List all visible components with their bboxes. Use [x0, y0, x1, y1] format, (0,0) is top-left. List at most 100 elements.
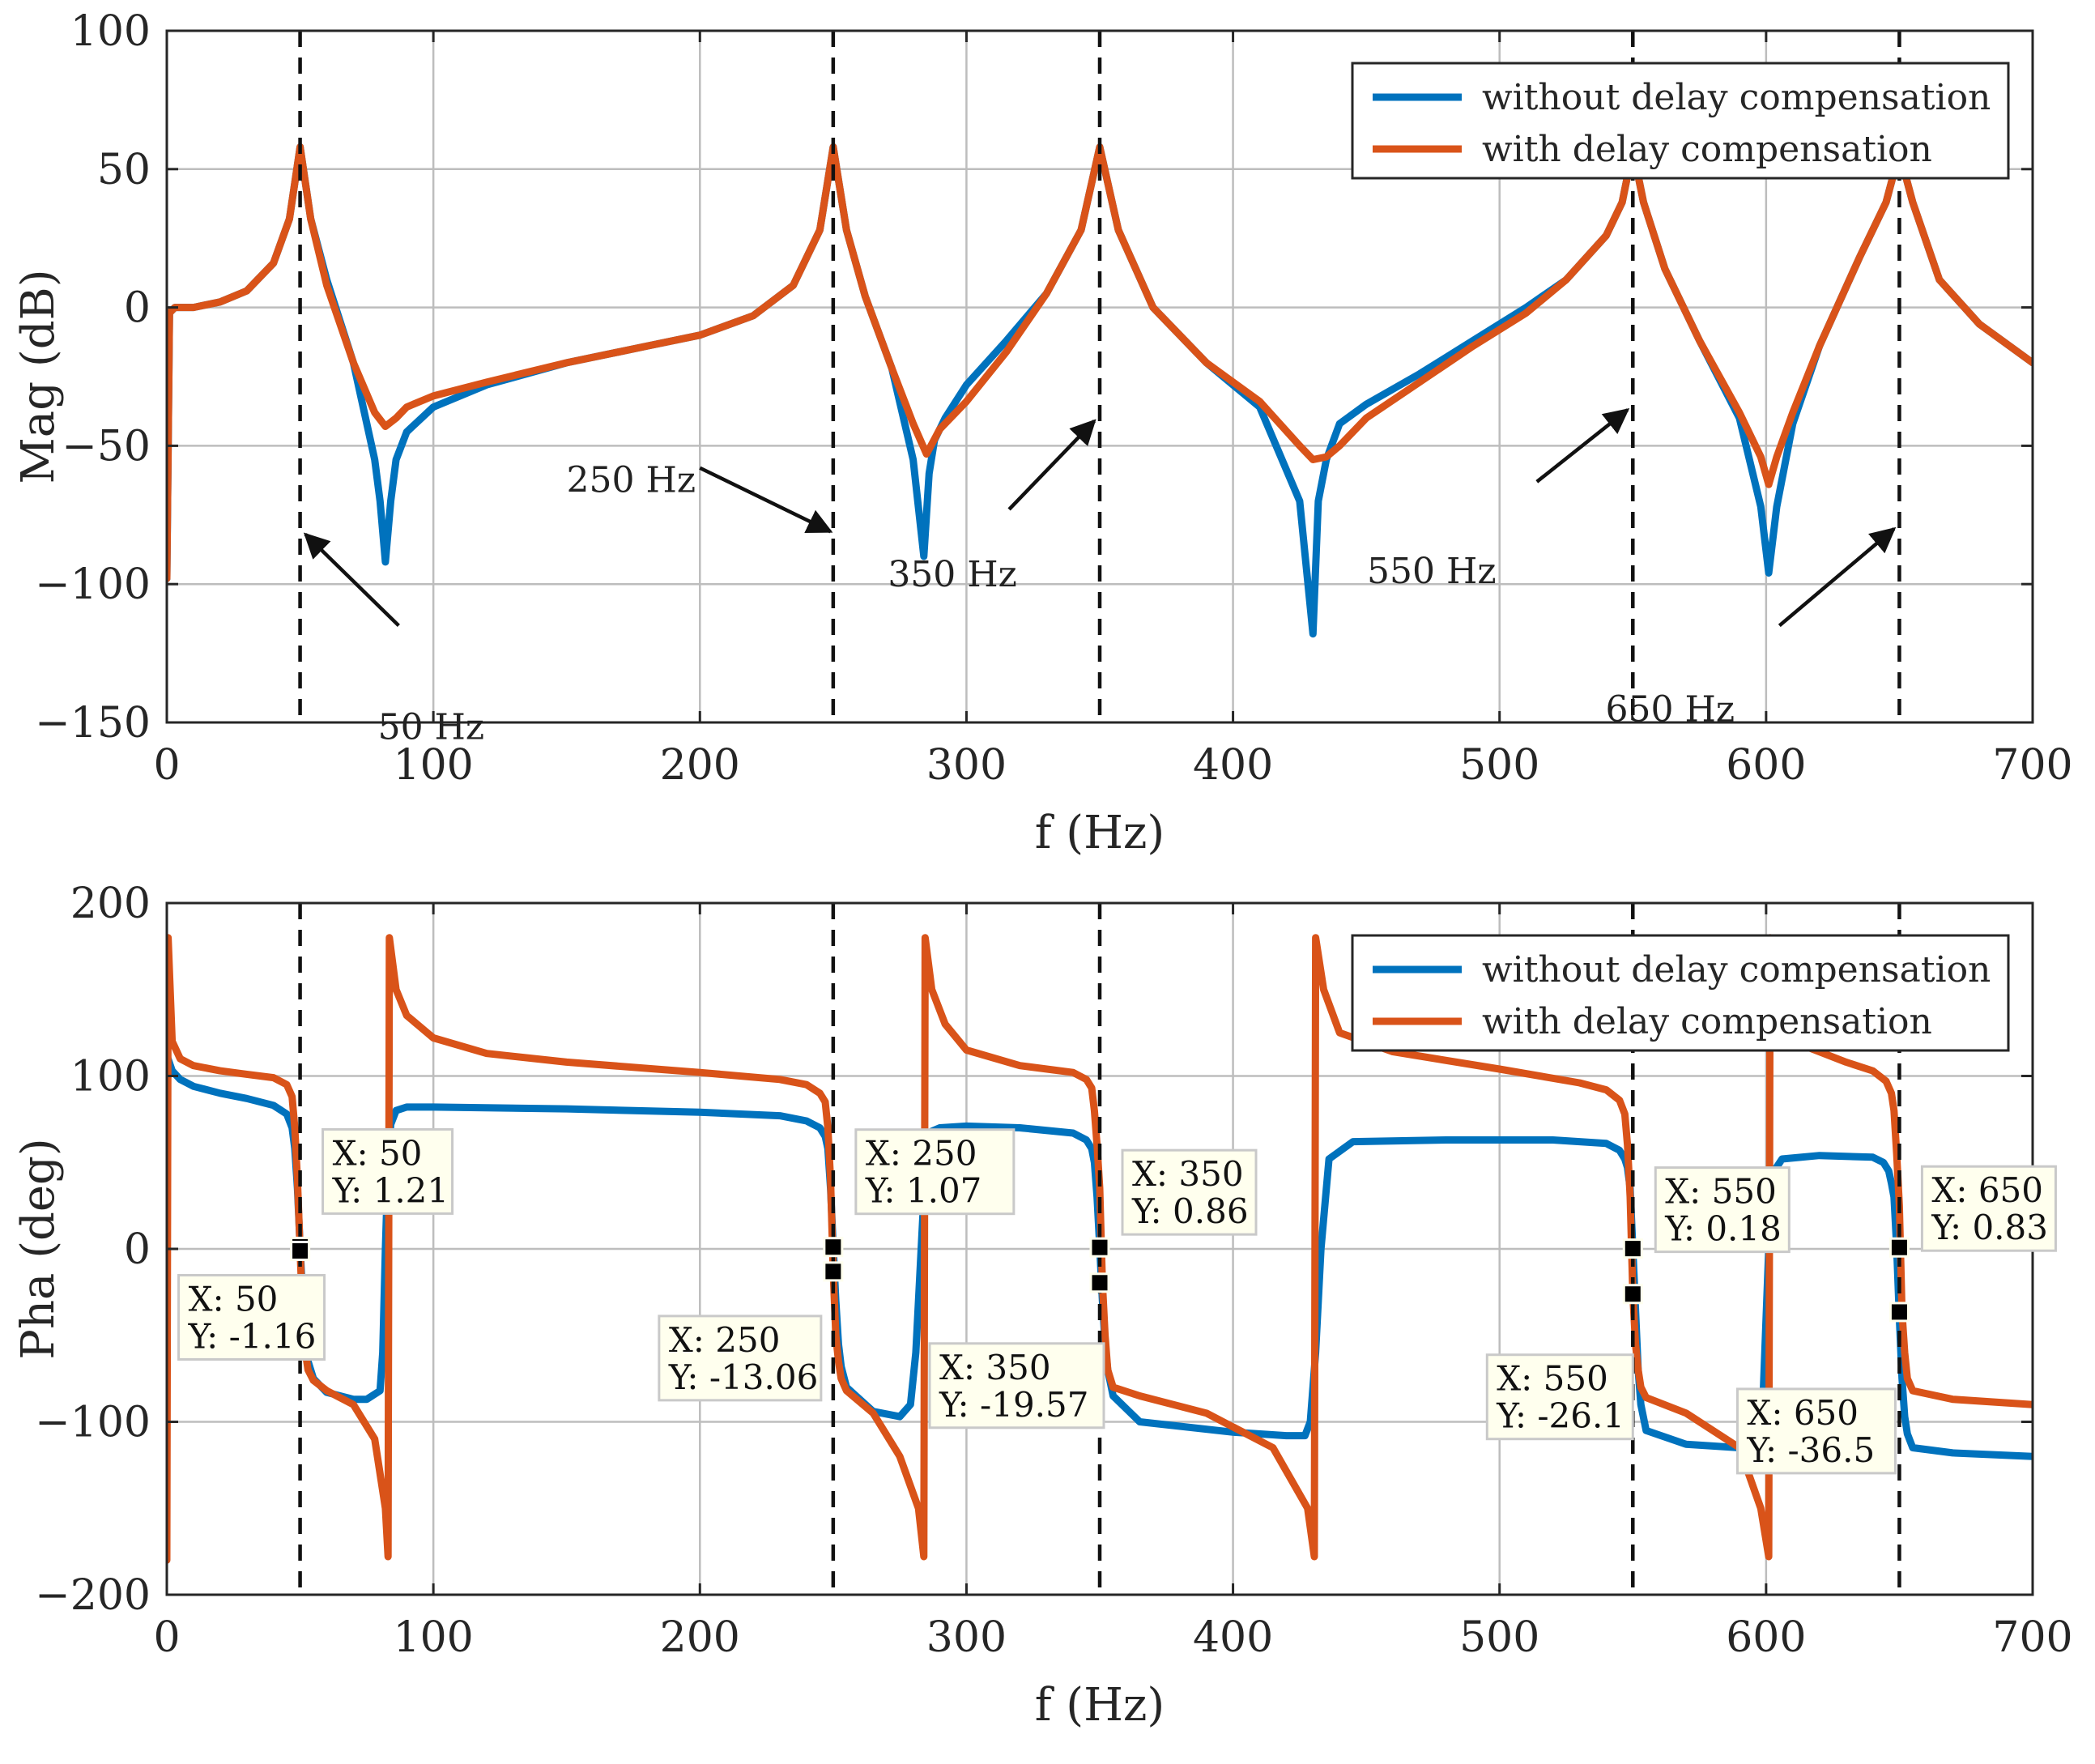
datatip: X: 50Y: -1.16 — [177, 1240, 326, 1361]
annotation-label: 250 Hz — [567, 460, 696, 501]
x-tick-label: 700 — [1992, 741, 2072, 790]
datatip-y-label: Y: -36.5 — [1746, 1430, 1875, 1470]
datatip-marker — [1888, 1302, 1910, 1323]
datatip-x-label: X: 350 — [939, 1348, 1051, 1387]
frequency-annotation: 350 Hz — [888, 419, 1096, 595]
datatip-y-label: Y: -19.57 — [939, 1385, 1088, 1425]
datatip-x-label: X: 650 — [1931, 1170, 2043, 1210]
legend-label: without delay compensation — [1482, 77, 1991, 118]
frequency-annotation: 550 Hz — [1367, 408, 1630, 592]
datatip-x-label: X: 350 — [1132, 1154, 1244, 1194]
frequency-annotation: 250 Hz — [567, 460, 833, 534]
annotation-label: 550 Hz — [1367, 551, 1497, 592]
datatip-x-label: X: 50 — [189, 1279, 279, 1319]
y-tick-label: 200 — [70, 880, 151, 928]
datatip-marker — [1622, 1284, 1643, 1305]
datatip-y-label: Y: 0.18 — [1664, 1209, 1782, 1249]
legend-box — [1351, 62, 2010, 180]
datatip-marker — [290, 1240, 311, 1261]
legend-box — [1351, 934, 2010, 1052]
legend-label: with delay compensation — [1482, 129, 1932, 170]
series-line-with-compensation — [167, 143, 2033, 582]
x-axis-label: f (Hz) — [1035, 807, 1165, 859]
legend: without delay compensation with delay com… — [1351, 62, 2010, 180]
legend-label: with delay compensation — [1482, 1001, 1932, 1042]
datatip-box — [1654, 1166, 1791, 1254]
y-tick-label: 50 — [97, 146, 151, 194]
datatip-marker — [1089, 1237, 1110, 1258]
x-tick-label: 200 — [660, 741, 740, 790]
datatip: X: 50Y: 1.21 — [290, 1127, 454, 1257]
x-tick-label: 0 — [153, 741, 180, 790]
annotation-label: 350 Hz — [888, 554, 1017, 595]
axes-frame — [165, 29, 2034, 724]
datatip-x-label: X: 50 — [333, 1133, 423, 1173]
magnitude-plot: 0 100 200 300 400 500 600 700 −150 −100 −50 0 50 100 f… — [12, 7, 2073, 859]
datatip-box — [321, 1127, 454, 1215]
datatip-box — [177, 1273, 326, 1361]
x-tick-label: 500 — [1459, 741, 1539, 790]
datatip-x-label: X: 250 — [866, 1134, 977, 1174]
datatip-x-label: X: 650 — [1747, 1393, 1859, 1433]
annotation-arrow — [1778, 526, 1897, 628]
datatip-box — [928, 1342, 1105, 1430]
datatip-y-label: Y: -26.1 — [1496, 1396, 1624, 1436]
y-tick-label: −150 — [35, 699, 151, 748]
datatip-y-label: Y: 1.21 — [332, 1170, 449, 1210]
y-tick-label: 100 — [70, 7, 151, 56]
datatip-marker — [823, 1261, 844, 1282]
y-tick-label: −100 — [35, 1399, 151, 1447]
x-tick-label: 400 — [1193, 1613, 1273, 1662]
y-tick-label: −50 — [62, 422, 151, 471]
datatip-y-label: Y: 1.07 — [865, 1171, 982, 1211]
x-tick-label: 200 — [660, 1613, 740, 1662]
x-tick-label: 700 — [1992, 1613, 2072, 1662]
y-tick-label: 0 — [124, 284, 151, 333]
datatip-box — [1485, 1353, 1634, 1441]
datatip-box — [854, 1128, 1016, 1216]
datatip-marker — [1888, 1237, 1910, 1258]
frequency-annotation: 650 Hz — [1606, 526, 1897, 730]
datatip-box — [658, 1314, 823, 1402]
y-tick-label: −200 — [35, 1571, 151, 1620]
x-tick-label: 400 — [1193, 741, 1273, 790]
y-tick-label: 0 — [124, 1225, 151, 1274]
annotation-label: 650 Hz — [1606, 688, 1735, 730]
x-tick-label: 500 — [1459, 1613, 1539, 1662]
datatip-box — [1121, 1148, 1258, 1236]
annotation-label: 50 Hz — [378, 706, 485, 748]
x-axis-label: f (Hz) — [1035, 1679, 1165, 1732]
x-tick-label: 300 — [926, 1613, 1007, 1662]
legend: without delay compensation with delay com… — [1351, 934, 2010, 1052]
datatip-box — [1735, 1387, 1897, 1475]
phase-plot: 0 100 200 300 400 500 600 700 −200 −100 0 100 200 f (… — [12, 880, 2073, 1732]
datatip-x-label: X: 250 — [669, 1320, 781, 1360]
datatip-box — [1920, 1165, 2057, 1252]
y-tick-label: −100 — [35, 560, 151, 609]
y-tick-label: 100 — [70, 1053, 151, 1101]
datatip-x-label: X: 550 — [1497, 1359, 1608, 1399]
annotation-arrow — [699, 466, 833, 534]
annotation-arrow — [1535, 408, 1630, 484]
y-axis-label: Mag (dB) — [12, 269, 65, 484]
x-tick-label: 300 — [926, 741, 1007, 790]
x-tick-label: 100 — [394, 741, 474, 790]
frequency-annotation: 50 Hz — [303, 532, 485, 748]
datatip-x-label: X: 550 — [1665, 1172, 1777, 1212]
datatip-y-label: Y: 0.83 — [1931, 1208, 2048, 1247]
datatip-y-label: Y: 0.86 — [1131, 1191, 1249, 1231]
datatip-y-label: Y: -13.06 — [668, 1357, 818, 1397]
datatip-marker — [823, 1237, 844, 1258]
datatip-marker — [1622, 1238, 1643, 1259]
datatip-y-label: Y: -1.16 — [188, 1316, 317, 1356]
x-tick-label: 600 — [1726, 741, 1806, 790]
annotation-arrow — [1007, 419, 1096, 511]
